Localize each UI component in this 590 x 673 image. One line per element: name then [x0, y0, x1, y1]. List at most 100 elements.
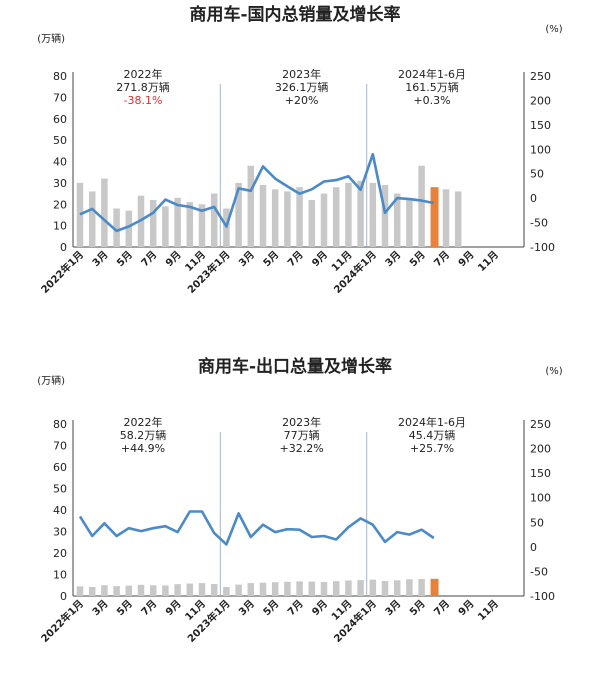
left-axis-tick: 20 [53, 547, 67, 560]
annotation-year: 2023年 [282, 415, 321, 429]
bar [296, 187, 303, 247]
right-axis-tick: 250 [530, 418, 551, 431]
left-axis-tick: 10 [53, 220, 67, 233]
annotation-growth: +32.2% [280, 442, 324, 455]
x-axis-tick: 2022年1月 [38, 597, 86, 645]
left-axis-tick: 20 [53, 198, 67, 211]
bar [101, 178, 108, 247]
bar [381, 185, 389, 247]
annotation-growth: +25.7% [410, 442, 454, 455]
bar [235, 584, 242, 596]
bar [369, 579, 377, 596]
bar [284, 581, 291, 596]
right-axis-tick: 50 [530, 168, 544, 181]
annotation-amount: 326.1万辆 [275, 80, 329, 94]
right-axis-tick: 100 [530, 143, 551, 156]
bar [186, 202, 194, 247]
bar [198, 583, 206, 596]
x-axis-tick: 5月 [114, 249, 134, 269]
bar [393, 580, 401, 596]
x-axis-tick: 11月 [476, 249, 501, 274]
chart-title: 商用车-国内总销量及增长率 [189, 4, 400, 25]
bar [332, 187, 340, 247]
right-axis-tick: 250 [530, 70, 551, 83]
left-axis-tick: 60 [53, 113, 67, 126]
left-axis-tick: 0 [60, 590, 67, 603]
bar [235, 182, 242, 247]
bar [271, 582, 279, 596]
x-axis-tick: 5月 [407, 249, 427, 269]
x-axis-tick: 9月 [163, 249, 183, 269]
annotation-amount: 77万辆 [284, 428, 320, 442]
x-axis-tick: 7月 [285, 249, 305, 269]
x-axis-tick: 3月 [383, 249, 403, 269]
right-axis-unit: (%) [545, 24, 562, 35]
right-axis-tick: 0 [530, 192, 537, 205]
bar [345, 182, 352, 247]
x-axis-tick: 3月 [90, 249, 110, 269]
bar [174, 197, 181, 247]
bar [113, 586, 120, 596]
chart-2: 商用车-出口总量及增长率 (万辆) (%) 0 10 20 30 40 50 60 70 80 -100… [37, 356, 563, 645]
left-axis-tick: 0 [60, 241, 67, 254]
right-axis-tick: 0 [530, 541, 537, 554]
right-axis-tick: -100 [530, 241, 555, 254]
chart-title: 商用车-出口总量及增长率 [198, 356, 392, 377]
right-axis-tick: -50 [530, 565, 548, 578]
x-axis-tick: 9月 [310, 598, 330, 618]
bar [442, 189, 450, 247]
annotation-growth: +44.9% [121, 442, 165, 455]
bar [259, 582, 267, 596]
x-axis-tick: 9月 [163, 598, 183, 618]
annotation-year: 2024年1-6月 [398, 67, 466, 81]
bar [76, 586, 84, 596]
growth-line [79, 152, 435, 233]
annotation-amount: 271.8万辆 [116, 80, 170, 94]
right-axis-tick: -50 [530, 217, 548, 230]
bar [406, 579, 413, 596]
bar [345, 580, 352, 596]
bar [369, 182, 377, 247]
bar [418, 165, 425, 247]
left-axis-tick: 80 [53, 418, 67, 431]
left-axis-tick: 50 [53, 483, 67, 496]
x-axis-tick: 7月 [139, 249, 159, 269]
bar [210, 583, 218, 596]
annotation-amount: 58.2万辆 [120, 428, 167, 442]
right-axis-tick: 150 [530, 119, 551, 132]
bar [113, 208, 120, 247]
bar [418, 579, 425, 596]
bar [308, 199, 316, 247]
bar [357, 580, 364, 596]
bar [198, 204, 206, 247]
bar [247, 165, 255, 247]
bar [320, 582, 328, 596]
right-axis-tick: 200 [530, 443, 551, 456]
annotation-year: 2022年 [124, 67, 163, 81]
annotation-year: 2024年1-6月 [398, 415, 466, 429]
x-axis-tick: 3月 [383, 598, 403, 618]
right-axis-tick: -100 [530, 590, 555, 603]
left-axis-tick: 40 [53, 504, 67, 517]
bar [259, 185, 267, 247]
x-axis-tick: 3月 [236, 249, 256, 269]
bar [296, 581, 303, 596]
annotation-year: 2023年 [282, 67, 321, 81]
bar [223, 586, 230, 596]
bar [381, 580, 389, 596]
left-axis-tick: 70 [53, 91, 67, 104]
bar [357, 180, 364, 247]
annotation-growth: +20% [285, 94, 319, 107]
left-axis-tick: 60 [53, 461, 67, 474]
annotation-growth: -38.1% [124, 94, 163, 107]
left-axis-unit: (万辆) [37, 32, 65, 45]
left-axis-tick: 30 [53, 177, 67, 190]
x-axis-tick: 5月 [407, 598, 427, 618]
left-axis-tick: 40 [53, 156, 67, 169]
x-axis-tick: 3月 [90, 598, 110, 618]
